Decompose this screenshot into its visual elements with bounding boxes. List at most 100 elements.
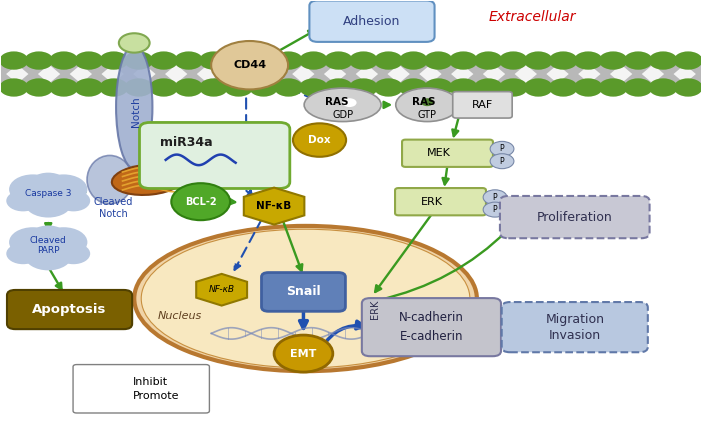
Polygon shape <box>388 65 410 84</box>
Text: Caspase 3: Caspase 3 <box>25 189 72 198</box>
Circle shape <box>6 243 40 264</box>
Circle shape <box>649 78 677 97</box>
Circle shape <box>99 51 128 70</box>
Text: RAS: RAS <box>412 97 435 107</box>
Circle shape <box>9 227 57 257</box>
Circle shape <box>74 51 103 70</box>
Circle shape <box>249 51 278 70</box>
FancyBboxPatch shape <box>262 272 345 311</box>
Ellipse shape <box>211 41 288 89</box>
Text: MEK: MEK <box>427 148 451 158</box>
Circle shape <box>674 51 702 70</box>
Polygon shape <box>356 65 378 84</box>
Text: BCL-2: BCL-2 <box>185 197 216 207</box>
Text: Cleaved
Notch: Cleaved Notch <box>93 197 133 219</box>
Text: E-cadherin: E-cadherin <box>399 330 463 343</box>
Ellipse shape <box>116 46 152 169</box>
Ellipse shape <box>141 229 470 368</box>
FancyBboxPatch shape <box>73 365 209 413</box>
Circle shape <box>324 78 353 97</box>
Circle shape <box>40 175 87 204</box>
Circle shape <box>293 123 346 157</box>
Text: ERK: ERK <box>421 197 443 207</box>
Circle shape <box>274 335 333 372</box>
Polygon shape <box>546 65 569 84</box>
Ellipse shape <box>304 88 381 121</box>
Polygon shape <box>483 65 505 84</box>
Circle shape <box>449 51 478 70</box>
Circle shape <box>9 175 57 204</box>
Circle shape <box>599 51 628 70</box>
Circle shape <box>119 33 150 53</box>
Circle shape <box>25 78 53 97</box>
FancyBboxPatch shape <box>402 140 493 167</box>
Circle shape <box>274 51 303 70</box>
Circle shape <box>40 227 87 257</box>
FancyBboxPatch shape <box>362 298 501 356</box>
Text: Migration: Migration <box>545 313 604 326</box>
FancyBboxPatch shape <box>1 63 701 85</box>
Text: Apoptosis: Apoptosis <box>32 303 107 316</box>
Text: miR34a: miR34a <box>160 136 213 149</box>
Circle shape <box>174 78 203 97</box>
Circle shape <box>49 51 79 70</box>
Circle shape <box>25 241 72 270</box>
Text: Dox: Dox <box>308 135 331 145</box>
Circle shape <box>343 98 357 107</box>
Polygon shape <box>324 65 346 84</box>
Circle shape <box>483 190 507 205</box>
Circle shape <box>299 78 328 97</box>
Text: NF-κB: NF-κB <box>208 285 234 294</box>
Ellipse shape <box>134 226 477 371</box>
Polygon shape <box>260 65 283 84</box>
Circle shape <box>524 78 553 97</box>
Text: Cleaved
PARP: Cleaved PARP <box>30 236 67 256</box>
Text: GTP: GTP <box>418 109 437 120</box>
Text: Invasion: Invasion <box>549 329 601 342</box>
Text: P: P <box>493 193 497 202</box>
Circle shape <box>349 51 378 70</box>
Polygon shape <box>642 65 664 84</box>
FancyBboxPatch shape <box>7 290 132 329</box>
Circle shape <box>124 78 153 97</box>
Text: P: P <box>500 157 504 166</box>
Circle shape <box>374 51 403 70</box>
Circle shape <box>574 78 603 97</box>
Circle shape <box>224 78 253 97</box>
Circle shape <box>474 51 503 70</box>
Circle shape <box>74 78 103 97</box>
Polygon shape <box>244 187 305 225</box>
Ellipse shape <box>396 88 458 121</box>
Circle shape <box>199 51 228 70</box>
Circle shape <box>599 78 628 97</box>
Circle shape <box>349 78 378 97</box>
FancyBboxPatch shape <box>500 196 649 238</box>
Circle shape <box>424 78 453 97</box>
Circle shape <box>99 78 128 97</box>
FancyBboxPatch shape <box>502 302 648 352</box>
Polygon shape <box>38 65 60 84</box>
Circle shape <box>6 190 40 211</box>
Circle shape <box>29 225 68 250</box>
Text: Proliferation: Proliferation <box>537 210 613 224</box>
Circle shape <box>549 51 578 70</box>
Circle shape <box>399 78 428 97</box>
Text: GDP: GDP <box>332 109 353 120</box>
Circle shape <box>29 173 68 197</box>
Circle shape <box>299 51 328 70</box>
Polygon shape <box>515 65 537 84</box>
Polygon shape <box>197 274 247 306</box>
Circle shape <box>249 78 278 97</box>
Text: Snail: Snail <box>286 285 321 299</box>
Circle shape <box>57 243 90 264</box>
Circle shape <box>174 51 203 70</box>
Polygon shape <box>165 65 187 84</box>
Circle shape <box>623 51 653 70</box>
Ellipse shape <box>112 164 185 195</box>
Text: RAS: RAS <box>325 97 349 107</box>
Circle shape <box>399 51 428 70</box>
FancyBboxPatch shape <box>395 188 486 215</box>
Text: RAF: RAF <box>472 100 493 110</box>
Circle shape <box>199 78 228 97</box>
Text: Promote: Promote <box>133 391 179 401</box>
